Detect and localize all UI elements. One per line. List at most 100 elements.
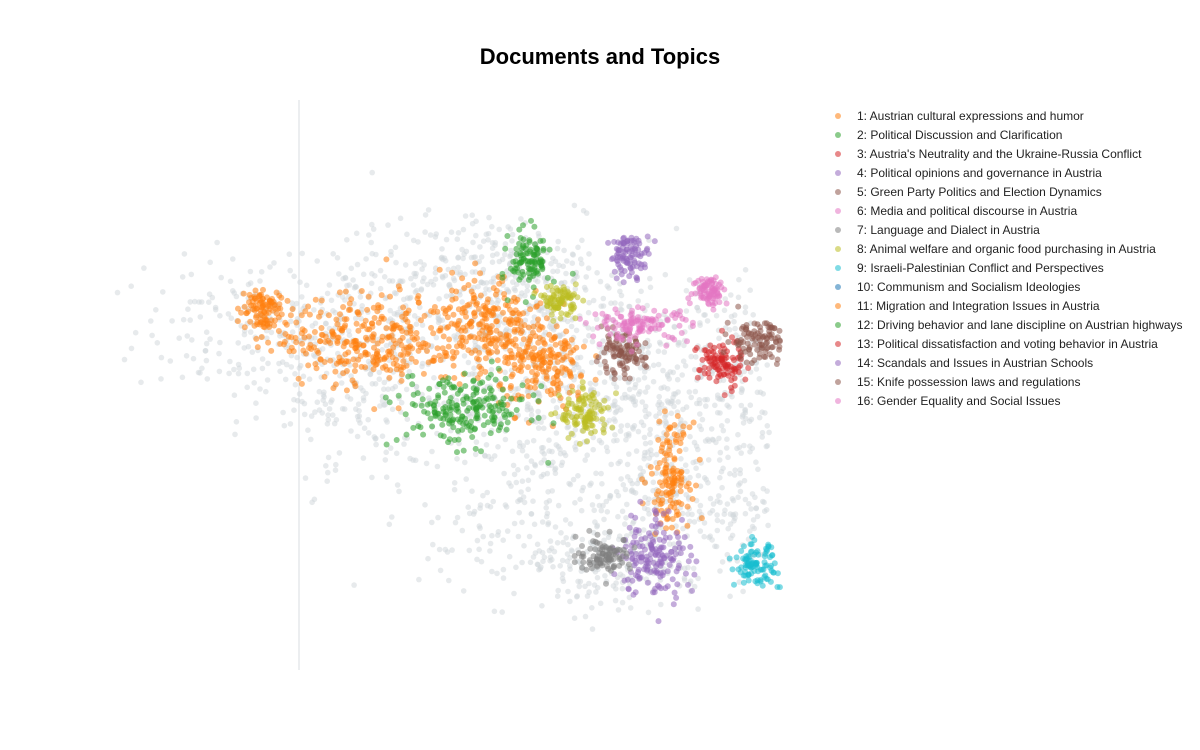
- background-point: [627, 477, 634, 484]
- background-point: [619, 599, 626, 606]
- background-point: [297, 362, 304, 369]
- topic-1-point: [661, 408, 668, 415]
- background-point: [562, 452, 569, 459]
- legend-item-topic-4[interactable]: 4: Political opinions and governance in …: [830, 163, 1198, 182]
- legend-marker-icon: [835, 321, 841, 328]
- legend-item-topic-11[interactable]: 11: Migration and Integration Issues in …: [830, 296, 1198, 315]
- background-point: [230, 288, 236, 294]
- topic-2-point: [544, 274, 551, 281]
- background-point: [476, 546, 482, 553]
- background-point: [367, 371, 374, 377]
- topic-4-point: [633, 526, 640, 533]
- background-point: [491, 453, 498, 459]
- background-point: [759, 434, 765, 440]
- topic-3-point: [707, 342, 714, 349]
- topic-6-point: [652, 325, 658, 332]
- background-point: [419, 322, 426, 328]
- background-point: [547, 538, 554, 544]
- background-point: [724, 436, 730, 443]
- background-point: [716, 435, 722, 442]
- topic-9-point: [733, 554, 740, 561]
- legend-item-topic-15[interactable]: 15: Knife possession laws and regulation…: [830, 372, 1198, 391]
- topic-3-point: [696, 366, 703, 373]
- background-point: [153, 307, 159, 313]
- topic-8-point: [550, 317, 557, 324]
- background-point: [265, 360, 271, 367]
- topic-4-point: [631, 562, 638, 569]
- topic-2-point: [545, 459, 552, 466]
- topic-8-point: [588, 401, 595, 408]
- topic-4-point: [642, 535, 649, 542]
- topic-5-point: [744, 334, 750, 340]
- topic-6-point: [611, 325, 618, 332]
- background-point: [376, 376, 383, 383]
- background-point: [257, 278, 263, 284]
- background-point: [259, 365, 266, 372]
- background-point: [338, 380, 345, 386]
- background-point: [582, 457, 588, 463]
- legend-item-topic-6[interactable]: 6: Media and political discourse in Aust…: [830, 201, 1198, 220]
- topic-4-point: [668, 548, 675, 555]
- background-point: [196, 299, 202, 305]
- background-point: [742, 309, 749, 316]
- background-point: [618, 301, 624, 307]
- legend-item-topic-12[interactable]: 12: Driving behavior and lane discipline…: [830, 315, 1198, 334]
- legend-item-topic-5[interactable]: 5: Green Party Politics and Election Dyn…: [830, 182, 1198, 201]
- legend-item-topic-13[interactable]: 13: Political dissatisfaction and voting…: [830, 334, 1198, 353]
- topic-5-point: [735, 303, 742, 310]
- background-point: [675, 342, 682, 348]
- topic-1-point: [553, 353, 560, 360]
- background-point: [289, 329, 296, 335]
- topic-1-point: [525, 364, 531, 371]
- topic-1-point: [486, 350, 493, 357]
- topic-1-point: [456, 317, 462, 324]
- topic-4-point: [654, 560, 661, 567]
- topic-2-point: [437, 415, 444, 422]
- topic-1-point: [471, 334, 478, 341]
- legend-item-topic-14[interactable]: 14: Scandals and Issues in Austrian Scho…: [830, 353, 1198, 372]
- legend-item-topic-2[interactable]: 2: Political Discussion and Clarificatio…: [830, 125, 1198, 144]
- topic-5-point: [776, 346, 783, 353]
- topic-1-point: [390, 323, 397, 330]
- background-point: [461, 353, 468, 359]
- background-point: [765, 522, 771, 529]
- legend-item-topic-8[interactable]: 8: Animal welfare and organic food purch…: [830, 239, 1198, 258]
- topic-documents: [234, 217, 783, 625]
- background-point: [472, 451, 479, 458]
- topic-1-point: [665, 426, 672, 433]
- topic-1-point: [526, 324, 532, 331]
- topic-2-point: [454, 390, 461, 397]
- topic-4-point: [621, 268, 628, 274]
- topic-2-point: [382, 394, 389, 401]
- background-point: [311, 496, 318, 503]
- legend-item-topic-10[interactable]: 10: Communism and Socialism Ideologies: [830, 277, 1198, 296]
- legend-item-topic-1[interactable]: 1: Austrian cultural expressions and hum…: [830, 106, 1198, 125]
- legend-item-topic-7[interactable]: 7: Language and Dialect in Austria: [830, 220, 1198, 239]
- background-point: [626, 431, 632, 437]
- background-point: [624, 461, 631, 468]
- background-point: [403, 386, 410, 393]
- background-point: [330, 412, 336, 418]
- background-point: [600, 295, 607, 302]
- background-point: [393, 450, 400, 457]
- background-point: [702, 396, 708, 403]
- topic-8-point: [563, 292, 570, 299]
- background-point: [334, 254, 341, 261]
- background-point: [611, 416, 617, 422]
- legend-item-topic-3[interactable]: 3: Austria's Neutrality and the Ukraine-…: [830, 144, 1198, 163]
- topic-8-point: [565, 435, 572, 441]
- background-point: [328, 297, 335, 304]
- legend-item-topic-9[interactable]: 9: Israeli-Palestinian Conflict and Pers…: [830, 258, 1198, 277]
- background-point: [719, 559, 726, 565]
- topic-3-point: [701, 370, 708, 377]
- scatter-plot[interactable]: [0, 0, 800, 750]
- topic-1-point: [247, 318, 254, 325]
- legend-item-topic-16[interactable]: 16: Gender Equality and Social Issues: [830, 391, 1198, 410]
- topic-4-point: [652, 516, 659, 523]
- topic-6-point: [721, 286, 728, 293]
- background-point: [554, 245, 561, 252]
- background-point: [489, 299, 495, 306]
- topic-1-point: [371, 344, 377, 351]
- topic-6-point: [663, 342, 670, 349]
- topic-8-point: [557, 315, 564, 322]
